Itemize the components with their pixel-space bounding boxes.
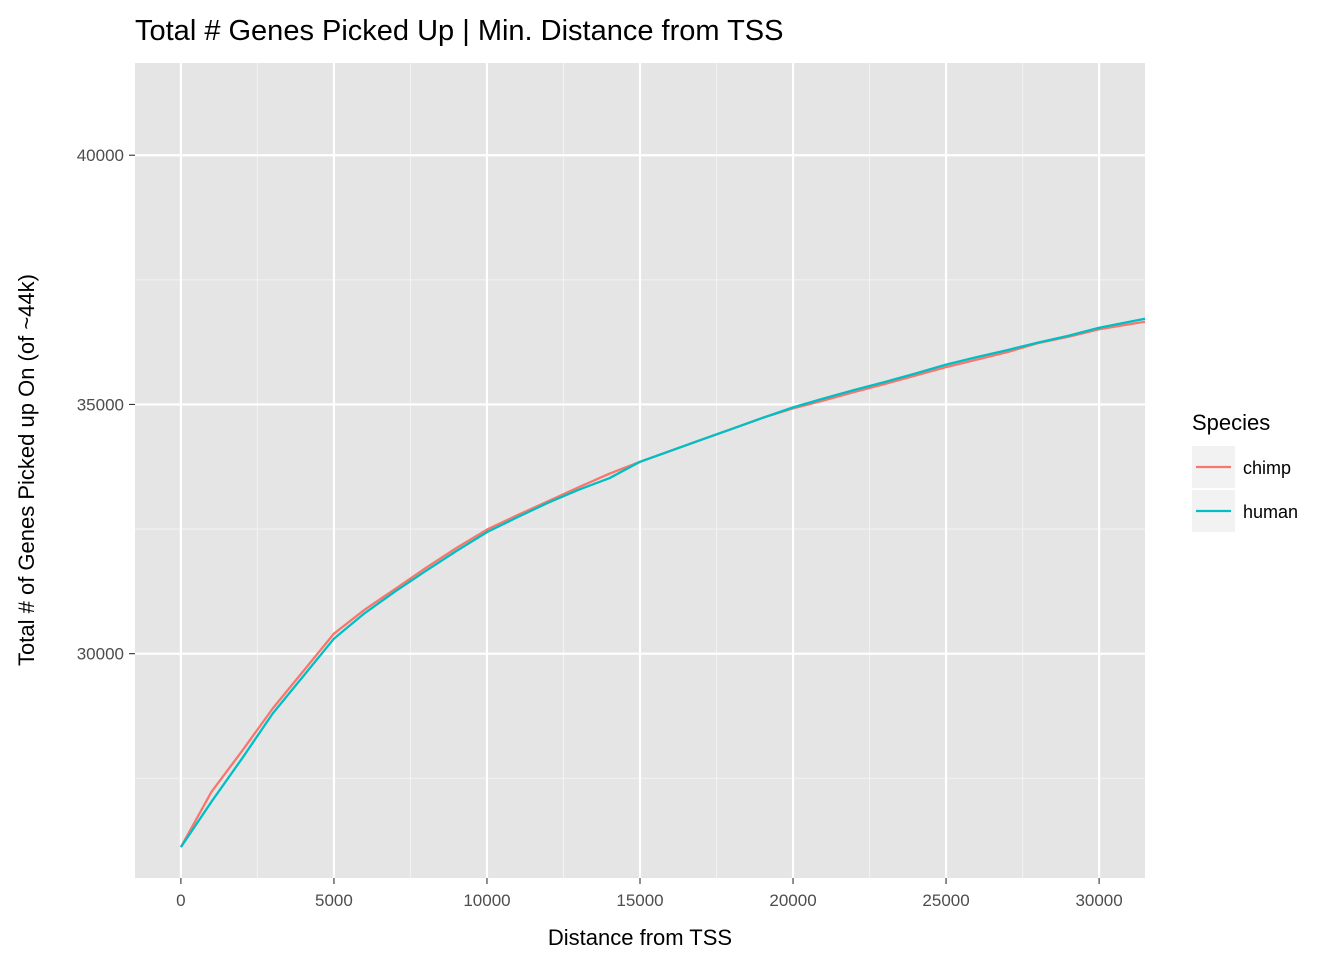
legend: Species chimp human: [1192, 410, 1298, 532]
legend-label-chimp: chimp: [1243, 458, 1291, 478]
series-line-human: [179, 317, 1146, 848]
minor-gridlines: [135, 63, 1145, 878]
major-gridlines: [135, 63, 1145, 878]
x-tick-label: 10000: [463, 891, 510, 910]
x-tick-label: 15000: [616, 891, 663, 910]
x-tick-label: 30000: [1075, 891, 1122, 910]
y-tick-label: 40000: [77, 146, 124, 165]
chart-title: Total # Genes Picked Up | Min. Distance …: [135, 15, 783, 47]
x-axis-title: Distance from TSS: [548, 925, 732, 950]
x-axis: 0 5000 10000 15000 20000 25000 30000: [176, 878, 1123, 910]
series-lines: [179, 317, 1146, 848]
x-tick-label: 0: [176, 891, 185, 910]
y-axis-title: Total # of Genes Picked up On (of ~44k): [14, 274, 39, 666]
y-axis: 30000 35000 40000: [77, 146, 135, 664]
x-tick-label: 20000: [769, 891, 816, 910]
legend-title: Species: [1192, 410, 1270, 435]
legend-label-human: human: [1243, 502, 1298, 522]
y-tick-label: 35000: [77, 395, 124, 414]
y-tick-label: 30000: [77, 645, 124, 664]
x-tick-label: 5000: [315, 891, 353, 910]
x-tick-label: 25000: [922, 891, 969, 910]
